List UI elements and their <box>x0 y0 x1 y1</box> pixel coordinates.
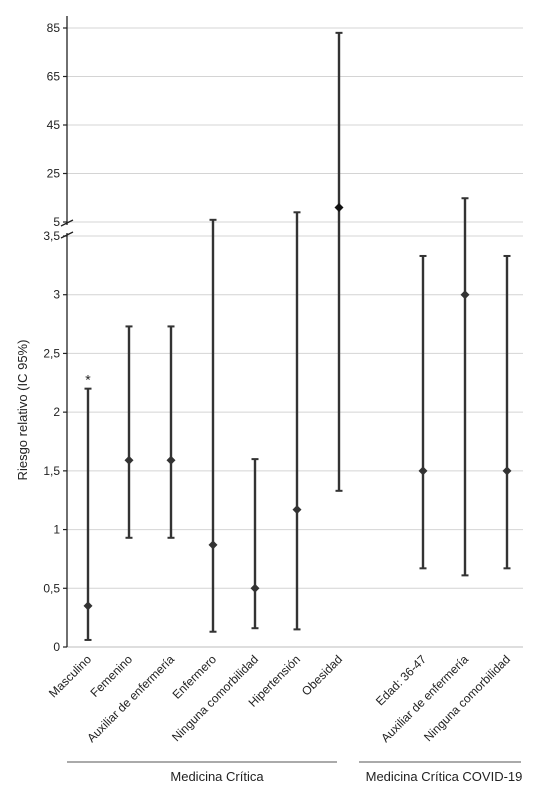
gridlines <box>67 27 523 648</box>
y-tick-label: 3,5 <box>43 229 60 243</box>
rr-marker <box>334 202 344 212</box>
y-tick-label: 85 <box>47 21 61 35</box>
annotations: * <box>85 372 91 388</box>
rr-marker <box>460 290 470 300</box>
rr-marker <box>292 505 302 515</box>
rr-marker <box>250 583 260 593</box>
group-label-medicina-critica-covid: Medicina Crítica COVID-19 <box>366 769 523 784</box>
y-axis <box>60 16 74 648</box>
group-labels: Medicina Crítica Medicina Crítica COVID-1… <box>67 761 523 784</box>
y-tick-label: 5 <box>53 215 60 229</box>
rr-marker <box>208 540 218 550</box>
significance-asterisk: * <box>85 372 91 388</box>
x-category-label: Masculino <box>46 652 94 700</box>
y-tick-label: 3 <box>53 288 60 302</box>
y-tick-label: 1,5 <box>43 464 60 478</box>
axis-break-mark <box>60 219 74 227</box>
rr-marker <box>124 455 134 465</box>
y-tick-label: 65 <box>47 70 61 84</box>
y-tick-label: 2 <box>53 405 60 419</box>
y-tick-label: 0 <box>53 640 60 654</box>
group-label-medicina-critica: Medicina Crítica <box>170 769 264 784</box>
y-tick-label: 0,5 <box>43 581 60 595</box>
y-axis-label: Riesgo relativo (IC 95%) <box>15 340 30 481</box>
point-markers <box>83 202 512 611</box>
rr-marker <box>502 466 512 476</box>
rr-marker <box>418 466 428 476</box>
y-tick-label: 45 <box>47 118 61 132</box>
y-tick-label: 2,5 <box>43 346 60 360</box>
y-tick-labels: 0 0,5 1 1,5 2 2,5 3 3,55 25 45 65 85 <box>43 21 60 654</box>
rr-marker <box>83 601 93 611</box>
error-bars <box>84 31 511 641</box>
axis-break-mark <box>60 231 74 239</box>
y-tick-label: 25 <box>47 167 61 181</box>
y-tick-label: 1 <box>53 523 60 537</box>
x-category-label: Obesidad <box>299 652 345 698</box>
rr-marker <box>166 455 176 465</box>
